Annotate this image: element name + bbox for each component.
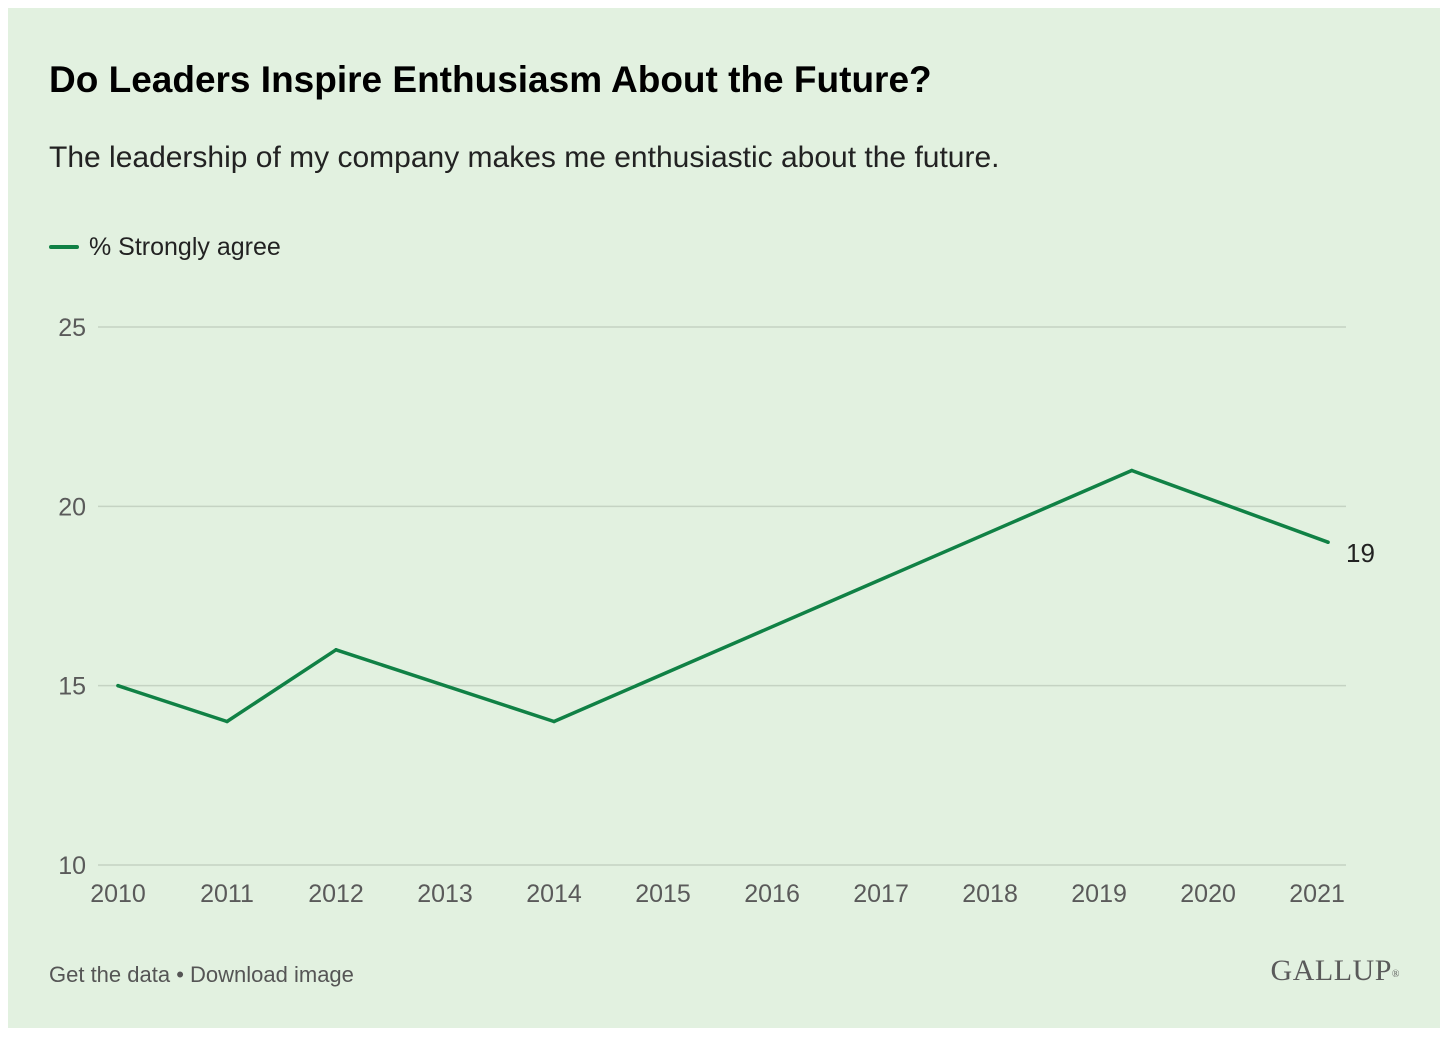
series-line-strongly-agree	[116, 468, 1330, 724]
footer-separator: •	[170, 962, 191, 987]
gallup-logo: GALLUP®	[1271, 953, 1400, 989]
legend-label: % Strongly agree	[89, 232, 281, 261]
x-tick-label-2017: 2017	[853, 880, 909, 908]
y-tick-label-10: 10	[58, 852, 86, 880]
x-tick-label-2020: 2020	[1180, 880, 1236, 908]
x-tick-label-2010: 2010	[90, 880, 146, 908]
x-tick-label-2012: 2012	[308, 880, 364, 908]
registered-mark: ®	[1391, 969, 1400, 980]
legend-swatch	[49, 245, 79, 249]
y-tick-label-15: 15	[58, 673, 86, 701]
get-data-link[interactable]: Get the data	[49, 962, 171, 987]
series-layer: 19	[116, 468, 1375, 724]
y-tick-label-20: 20	[58, 493, 86, 521]
legend: % Strongly agree	[49, 230, 281, 264]
x-axis-ticks: 2010 2011 2012 2013 2014 2015 2016 2017 2018 2019…	[90, 880, 1345, 908]
y-axis-ticks: 10 15 20 25	[58, 314, 86, 880]
chart-subtitle: The leadership of my company makes me en…	[49, 141, 1000, 174]
x-tick-label-2011: 2011	[200, 880, 254, 908]
x-tick-label-2021: 2021	[1289, 880, 1345, 908]
x-tick-label-2016: 2016	[744, 880, 800, 908]
x-tick-label-2013: 2013	[417, 880, 473, 908]
data-point-3	[552, 719, 556, 724]
end-value-label: 19	[1346, 538, 1375, 568]
download-image-link[interactable]: Download image	[190, 962, 354, 987]
gridlines	[98, 326, 1346, 866]
y-tick-label-25: 25	[58, 314, 86, 342]
x-tick-label-2019: 2019	[1071, 880, 1127, 908]
chart-title: Do Leaders Inspire Enthusiasm About the …	[49, 59, 932, 100]
data-point-5	[1326, 540, 1330, 544]
footer-links: Get the data • Download image	[49, 960, 354, 990]
gallup-logo-text: GALLUP	[1270, 954, 1392, 987]
data-point-1	[225, 719, 229, 724]
x-tick-label-2018: 2018	[962, 880, 1018, 908]
data-point-4	[1130, 468, 1134, 473]
x-tick-label-2014: 2014	[526, 880, 582, 908]
chart-card: Do Leaders Inspire Enthusiasm About the …	[8, 8, 1440, 1028]
x-tick-label-2015: 2015	[635, 880, 691, 908]
data-point-2	[334, 648, 338, 652]
data-point-0	[116, 683, 120, 688]
